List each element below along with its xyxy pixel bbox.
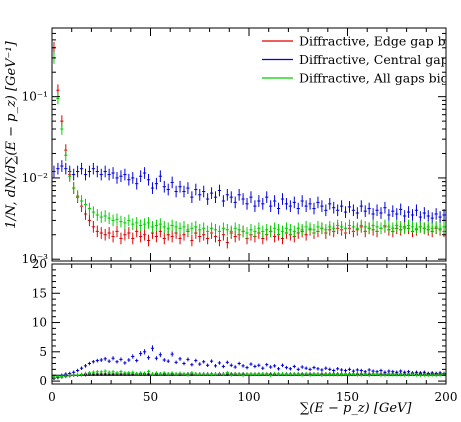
ratio-y-tick-label: 5 [39,345,47,359]
y-axis-label: 1/N, dN/d∑(E − p_z) [GeV⁻¹] [4,41,19,229]
x-axis: 0 50 100 150 200 [48,28,457,404]
series-points [52,160,446,224]
legend-label: Diffractive, Edge gap bigg [299,34,461,49]
ratio-panel: 0 5 10 15 20 0 50 100 150 200 [32,28,457,404]
ratio-y-tick-label: 20 [32,257,47,271]
main-y-axis: 10⁻³ 10⁻² 10⁻¹ [22,32,446,266]
x-axis-label: ∑(E − p_z) [GeV] [300,401,412,416]
legend-label: Diffractive, All gaps bigge [299,71,461,86]
ratio-y-tick-label: 10 [32,316,47,330]
ratio-series-points [52,369,446,379]
x-tick-label: 0 [48,390,56,404]
main-data-points [52,41,446,249]
main-panel: 10⁻³10⁻²10⁻¹ Diffractive, Edge gap biggD… [22,27,461,266]
ratio-y-tick-label: 0 [39,374,47,388]
main-y-tick-label: 10⁻² [22,171,49,185]
ratio-y-tick-label: 15 [32,286,47,300]
main-y-tick-label: 10⁻¹ [22,90,48,104]
legend: Diffractive, Edge gap bigg Diffractive, C… [262,34,461,86]
x-tick-label: 50 [143,390,158,404]
ratio-data-points [52,345,446,380]
ratio-panel-frame [51,263,447,385]
x-tick-label: 150 [336,390,359,404]
ratio-series-points [52,345,446,380]
series-points [52,52,446,239]
main-y-tick-label: 10⁻³ [22,252,49,266]
legend-label: Diffractive, Central gap bi [299,52,461,67]
ratio-y-axis: 0 5 10 15 20 [32,257,446,388]
x-tick-label: 200 [435,390,458,404]
x-tick-label: 100 [238,390,261,404]
